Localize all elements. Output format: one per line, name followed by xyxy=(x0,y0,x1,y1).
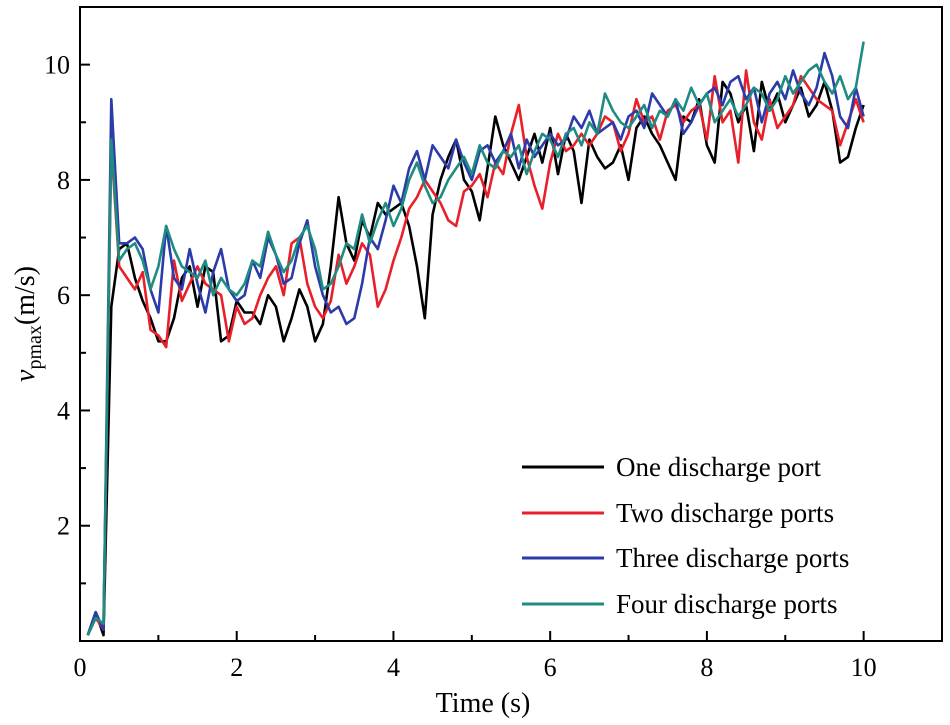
series-line-2 xyxy=(86,69,865,636)
legend-label-4: Four discharge ports xyxy=(616,589,837,619)
x-axis-ticks: 0 2 4 6 8 10 xyxy=(74,631,943,682)
x-tick-label: 10 xyxy=(851,653,877,682)
x-axis-title: Time (s) xyxy=(436,688,531,719)
y-tick-label: 2 xyxy=(57,512,70,541)
y-tick-label: 8 xyxy=(57,166,70,195)
x-tick-label: 8 xyxy=(700,653,713,682)
series-line-3 xyxy=(86,51,865,636)
legend-label-2: Two discharge ports xyxy=(616,498,834,528)
legend: One discharge port Two discharge ports T… xyxy=(522,452,849,619)
legend-label-1: One discharge port xyxy=(616,452,821,482)
x-tick-label: 4 xyxy=(387,653,400,682)
y-tick-label: 10 xyxy=(44,51,70,80)
plot-frame xyxy=(79,6,943,642)
y-axis-title: vpmax(m/s) xyxy=(10,266,46,382)
y-tick-label: 4 xyxy=(57,396,70,425)
plot-lines xyxy=(86,41,865,637)
y-axis-title-unit: (m/s) xyxy=(10,266,41,325)
series-line-4 xyxy=(86,41,865,636)
x-tick-label: 0 xyxy=(74,653,87,682)
y-axis-title-main: v xyxy=(10,369,41,382)
y-axis-ticks: 2 4 6 8 10 xyxy=(44,51,90,585)
x-tick-label: 2 xyxy=(230,653,243,682)
y-axis-title-sub: pmax xyxy=(24,325,46,369)
y-tick-label: 6 xyxy=(57,281,70,310)
legend-label-3: Three discharge ports xyxy=(616,543,849,573)
x-tick-label: 6 xyxy=(544,653,557,682)
